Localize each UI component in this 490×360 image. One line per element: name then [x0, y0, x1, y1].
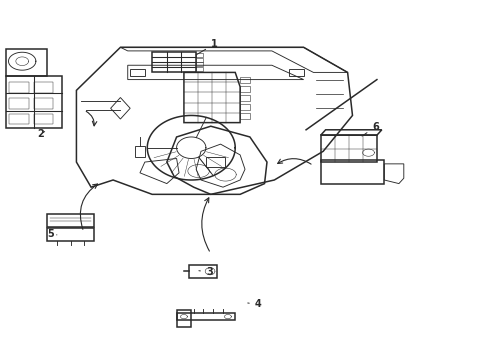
Text: 1: 1	[196, 39, 218, 55]
Text: 3: 3	[199, 267, 213, 277]
Text: 6: 6	[362, 122, 379, 136]
Text: 4: 4	[248, 299, 262, 309]
Text: 2: 2	[37, 129, 45, 139]
Text: 5: 5	[47, 229, 57, 239]
